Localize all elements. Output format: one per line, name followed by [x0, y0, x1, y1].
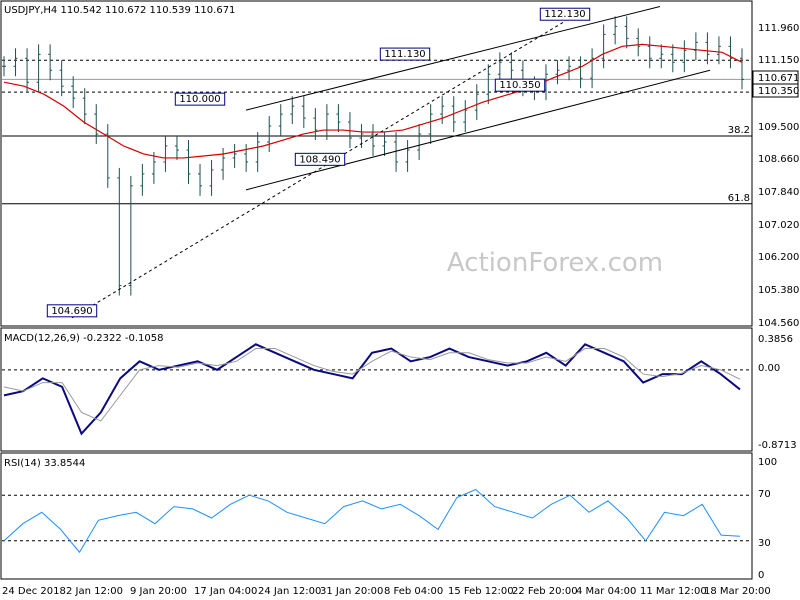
rsi-layer	[2, 488, 752, 554]
rsi-tick: 70	[758, 489, 771, 500]
rsi-tick: 0	[758, 570, 764, 581]
macd-line	[3, 343, 741, 436]
rsi-title: RSI(14) 33.8544	[4, 458, 85, 469]
x-tick: 18 Mar 20:00	[704, 586, 771, 597]
price-annotation: 111.130	[384, 49, 425, 60]
price-tick: 109.500	[758, 122, 799, 133]
price-tick: 110.350	[758, 86, 799, 97]
moving-average-line	[3, 43, 743, 159]
x-tick: 4 Mar 04:00	[576, 586, 636, 597]
level-tag-110350	[752, 83, 799, 98]
trend-line	[245, 5, 661, 111]
rsi-tick: 100	[758, 457, 777, 468]
macd-panel	[0, 327, 753, 452]
macd-tick: 0.00	[758, 363, 780, 374]
price-tick: 108.660	[758, 154, 799, 165]
macd-layer	[2, 343, 752, 436]
price-tag-text: 110.671	[758, 73, 799, 84]
price-tick: 107.020	[758, 220, 799, 231]
fib-label: 61.8	[728, 193, 750, 204]
trend-line	[245, 69, 711, 191]
x-tick: 22 Feb 20:00	[512, 586, 578, 597]
watermark: ActionForex.com	[447, 248, 663, 278]
price-layer: 38.2 61.8	[2, 5, 752, 319]
price-tick: 106.200	[758, 252, 799, 263]
x-tick: 9 Jan 20:00	[130, 586, 187, 597]
macd-title: MACD(12,26,9) -0.2322 -0.1058	[4, 333, 164, 344]
price-annotation-box	[46, 304, 98, 318]
price-annotation-box	[539, 7, 591, 21]
price-annotation-box	[174, 92, 226, 106]
price-annotation-box	[494, 78, 546, 92]
price-tick: 111.150	[758, 55, 799, 66]
price-tick: 105.380	[758, 285, 799, 296]
price-annotation: 112.130	[544, 9, 585, 20]
price-annotation-box	[379, 47, 431, 61]
price-title: USDJPY,H4 110.542 110.672 110.539 110.67…	[4, 5, 235, 16]
signal-line	[3, 348, 741, 422]
price-annotation: 104.690	[51, 306, 92, 317]
price-annotation: 108.490	[299, 154, 340, 165]
price-tick: 104.560	[758, 318, 799, 329]
x-tick: 11 Mar 12:00	[640, 586, 707, 597]
x-tick: 15 Feb 12:00	[448, 586, 514, 597]
price-annotation: 110.000	[179, 94, 220, 105]
rsi-panel	[0, 452, 753, 580]
price-panel	[0, 0, 753, 327]
price-tick: 107.840	[758, 187, 799, 198]
price-tick: 111.960	[758, 23, 799, 34]
x-tick: 17 Jan 04:00	[194, 586, 257, 597]
x-tick: 8 Feb 04:00	[384, 586, 443, 597]
x-tick: 24 Dec 2018	[2, 586, 66, 597]
macd-tick: -0.8713	[758, 440, 797, 451]
price-annotation: 110.350	[499, 80, 540, 91]
rsi-tick: 30	[758, 538, 771, 549]
x-tick: 31 Jan 20:00	[320, 586, 383, 597]
annotation-layer: 112.130 111.130 110.350 110.000 108.490 104.6…	[46, 7, 591, 318]
price-annotation-box	[294, 152, 346, 166]
fib-label: 38.2	[728, 125, 750, 136]
x-tick: 2 Jan 12:00	[66, 586, 123, 597]
macd-tick: 0.3856	[758, 334, 793, 345]
rsi-line	[3, 488, 741, 554]
x-tick: 24 Jan 12:00	[258, 586, 321, 597]
